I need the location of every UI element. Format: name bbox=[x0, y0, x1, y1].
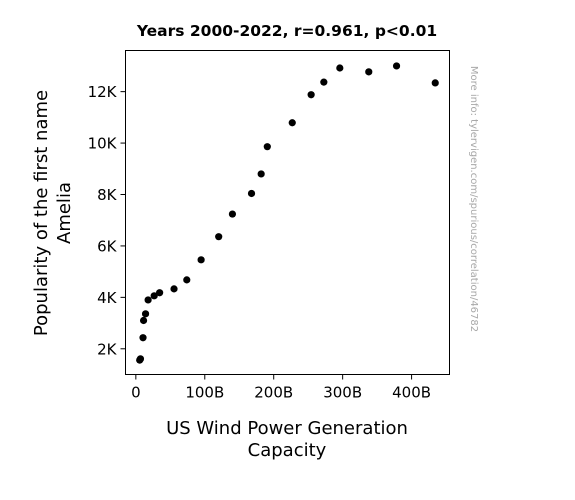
data-point bbox=[307, 91, 315, 99]
data-point bbox=[215, 233, 223, 241]
y-axis-label-line-2: Amelia bbox=[54, 182, 75, 244]
data-point bbox=[431, 79, 439, 87]
data-point bbox=[257, 170, 265, 178]
data-point bbox=[320, 78, 328, 86]
x-tick-label: 0 bbox=[131, 384, 141, 402]
y-tick-label: 10K bbox=[88, 135, 118, 153]
data-point bbox=[144, 296, 152, 304]
x-tick-label: 400B bbox=[392, 384, 431, 402]
x-axis-label-line-1: US Wind Power Generation bbox=[166, 418, 408, 439]
data-point bbox=[263, 143, 271, 151]
x-tick-label: 100B bbox=[185, 384, 224, 402]
data-point bbox=[150, 292, 158, 300]
data-point bbox=[288, 119, 296, 127]
plot-frame bbox=[125, 50, 450, 375]
data-point bbox=[247, 189, 256, 198]
chart-title: Years 2000-2022, r=0.961, p<0.01 bbox=[136, 22, 437, 40]
y-tick-label: 6K bbox=[97, 237, 118, 255]
data-point bbox=[141, 310, 150, 318]
data-point bbox=[139, 334, 147, 342]
data-point bbox=[336, 64, 344, 72]
x-axis-ticks: 0 100B 200B 300B 400B bbox=[131, 374, 431, 402]
data-point bbox=[136, 355, 145, 363]
watermark-text: More info: tylervigen.com/spurious/corre… bbox=[468, 66, 479, 332]
x-tick-label: 300B bbox=[323, 384, 362, 402]
y-axis-ticks: 2K 4K 6K 8K 10K 12K bbox=[88, 83, 126, 358]
data-point bbox=[183, 276, 191, 284]
data-point bbox=[228, 210, 237, 218]
y-tick-label: 4K bbox=[97, 289, 118, 307]
data-point bbox=[365, 68, 373, 76]
data-point bbox=[392, 62, 401, 70]
data-point bbox=[197, 256, 205, 264]
data-point bbox=[156, 289, 164, 297]
y-axis-label-line-1: Popularity of the first name bbox=[31, 90, 52, 336]
y-tick-label: 2K bbox=[97, 340, 118, 358]
data-point bbox=[170, 285, 178, 293]
data-points bbox=[136, 62, 439, 364]
y-tick-label: 12K bbox=[88, 83, 118, 101]
x-axis-label-line-2: Capacity bbox=[248, 440, 327, 461]
data-point bbox=[139, 316, 148, 325]
x-tick-label: 200B bbox=[254, 384, 293, 402]
y-tick-label: 8K bbox=[97, 186, 118, 204]
